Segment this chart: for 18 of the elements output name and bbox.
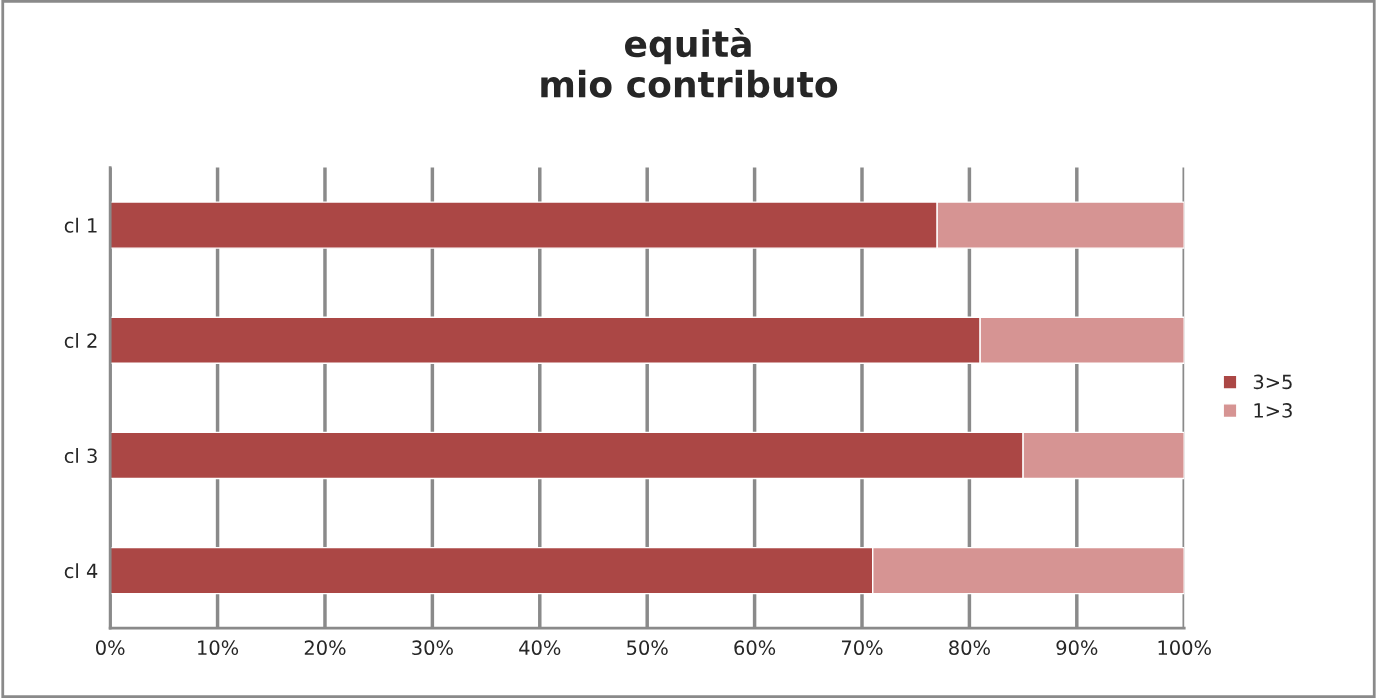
y-tick-label: cl 2 [64, 332, 97, 348]
legend-label: 1>3 [1254, 403, 1292, 418]
x-tick-label: 60% [734, 640, 776, 656]
y-tick-label: cl 4 [64, 563, 98, 579]
x-tick-label: 80% [949, 640, 990, 656]
x-tick-label: 0% [96, 640, 125, 656]
chart-title: equità mio contributo [541, 27, 838, 98]
x-tick-label: 70% [841, 640, 883, 656]
legend-label: 3>5 [1253, 374, 1292, 390]
x-tick-label: 30% [412, 640, 453, 656]
x-tick-label: 90% [1056, 640, 1098, 656]
y-tick-label: cl 1 [64, 217, 97, 233]
x-tick-label: 100% [1158, 640, 1211, 656]
x-tick-label: 10% [198, 640, 239, 656]
x-tick-label: 40% [519, 640, 561, 656]
x-tick-label: 50% [627, 640, 668, 656]
y-tick-label: cl 3 [64, 448, 97, 464]
x-tick-label: 20% [304, 640, 346, 656]
